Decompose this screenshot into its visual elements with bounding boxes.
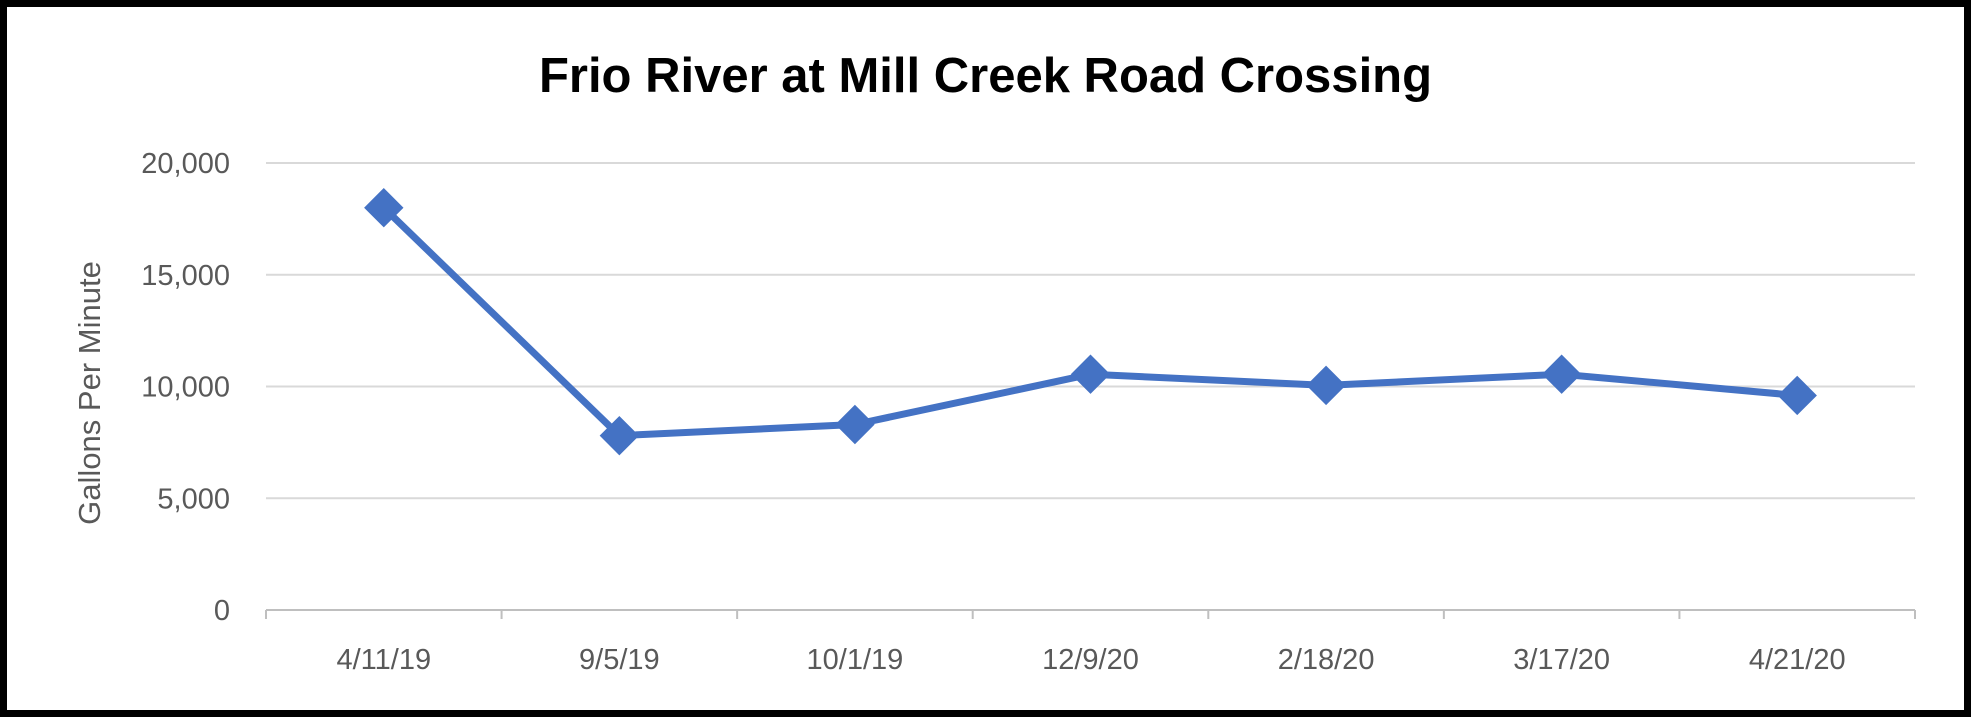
y-tick-label: 0 [214, 595, 230, 627]
x-tick-label: 4/21/20 [1749, 644, 1846, 676]
y-axis-label: Gallons Per Minute [72, 261, 107, 525]
x-axis-ticks: 4/11/19 9/5/19 10/1/19 12/9/20 2/18/20 3/17/2… [336, 644, 1845, 676]
data-point-marker [599, 415, 640, 456]
y-tick-label: 5,000 [157, 483, 230, 515]
y-tick-label: 10,000 [141, 372, 230, 404]
series-group [364, 187, 1817, 456]
y-tick-label: 15,000 [141, 260, 230, 292]
data-point-marker [1070, 354, 1111, 394]
chart-title: Frio River at Mill Creek Road Crossing [538, 49, 1433, 103]
x-tick-label: 12/9/20 [1042, 644, 1139, 676]
x-tick-label: 10/1/19 [807, 644, 904, 676]
x-tick-label: 2/18/20 [1278, 644, 1375, 676]
data-point-marker [835, 404, 875, 445]
data-point-marker [1777, 375, 1817, 416]
x-axis [265, 609, 1916, 619]
data-point-marker [1306, 365, 1346, 406]
x-tick-label: 4/11/19 [336, 644, 431, 676]
series-line [381, 205, 1798, 440]
x-tick-label: 3/17/20 [1513, 644, 1610, 676]
data-point-marker [364, 187, 404, 228]
y-axis-ticks: 0 5,000 10,000 15,000 20,000 [141, 148, 230, 627]
y-tick-label: 20,000 [141, 148, 230, 180]
data-point-marker [1541, 354, 1582, 394]
x-tick-label: 9/5/19 [579, 644, 660, 676]
